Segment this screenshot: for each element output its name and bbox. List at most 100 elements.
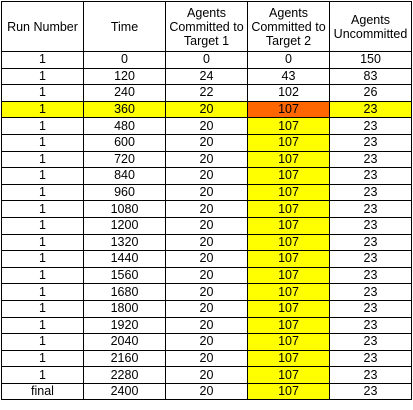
cell-run-number: 1 xyxy=(1,183,84,202)
cell-time: 1200 xyxy=(83,216,166,235)
table-row: 1 360 20 107 23 xyxy=(1,100,412,119)
cell-time: 2400 xyxy=(83,382,166,401)
table-row: 1 1920 20 107 23 xyxy=(1,316,412,335)
data-table: Run Number Time Agents Committed to Targ… xyxy=(1,1,412,401)
cell-agents-target-1: 20 xyxy=(165,250,248,268)
cell-agents-uncommitted: 23 xyxy=(329,167,412,185)
cell-time: 1440 xyxy=(83,250,166,268)
cell-run-number: 1 xyxy=(1,299,84,318)
table-row: 1 480 20 107 23 xyxy=(1,117,412,135)
cell-run-number: 1 xyxy=(1,167,84,185)
cell-agents-uncommitted: 23 xyxy=(329,266,412,285)
header-row: Run Number Time Agents Committed to Targ… xyxy=(1,1,412,52)
cell-run-number: 1 xyxy=(1,150,84,169)
cell-run-number: 1 xyxy=(1,316,84,335)
header-agents-target-1: Agents Committed to Target 1 xyxy=(165,1,248,52)
table-row: 1 0 0 0 150 xyxy=(1,51,412,69)
cell-agents-target-2: 107 xyxy=(247,382,330,401)
cell-agents-uncommitted: 26 xyxy=(329,84,412,102)
cell-run-number: 1 xyxy=(1,366,84,384)
cell-run-number: 1 xyxy=(1,200,84,218)
cell-agents-target-2: 0 xyxy=(247,51,330,69)
cell-agents-uncommitted: 150 xyxy=(329,51,412,69)
cell-agents-target-2: 107 xyxy=(247,233,330,252)
cell-agents-target-2: 107 xyxy=(247,266,330,285)
cell-agents-target-1: 20 xyxy=(165,200,248,218)
cell-agents-target-2: 107 xyxy=(247,117,330,135)
table-row: 1 840 20 107 23 xyxy=(1,167,412,185)
table-row: final 2400 20 107 23 xyxy=(1,382,412,401)
cell-run-number: 1 xyxy=(1,250,84,268)
cell-agents-target-1: 24 xyxy=(165,67,248,86)
cell-agents-target-2: 102 xyxy=(247,84,330,102)
cell-time: 1680 xyxy=(83,283,166,301)
cell-agents-target-1: 20 xyxy=(165,233,248,252)
header-run-number: Run Number xyxy=(1,1,84,52)
table-body: 1 0 0 0 150 1 120 24 43 83 1 240 22 102 26 1 360 20 107 23 1… xyxy=(1,51,412,401)
cell-agents-target-1: 20 xyxy=(165,283,248,301)
cell-agents-target-1: 20 xyxy=(165,333,248,351)
table-row: 1 1320 20 107 23 xyxy=(1,233,412,252)
cell-agents-target-1: 20 xyxy=(165,183,248,202)
table-row: 1 720 20 107 23 xyxy=(1,150,412,169)
cell-time: 2040 xyxy=(83,333,166,351)
cell-time: 1080 xyxy=(83,200,166,218)
header-time: Time xyxy=(83,1,166,52)
cell-agents-uncommitted: 23 xyxy=(329,283,412,301)
cell-agents-uncommitted: 23 xyxy=(329,100,412,119)
cell-agents-uncommitted: 23 xyxy=(329,366,412,384)
cell-agents-uncommitted: 23 xyxy=(329,316,412,335)
cell-agents-target-1: 20 xyxy=(165,133,248,152)
table-row: 1 960 20 107 23 xyxy=(1,183,412,202)
table-row: 1 240 22 102 26 xyxy=(1,84,412,102)
cell-agents-uncommitted: 23 xyxy=(329,349,412,368)
table-row: 1 1200 20 107 23 xyxy=(1,216,412,235)
cell-agents-target-1: 22 xyxy=(165,84,248,102)
cell-time: 840 xyxy=(83,167,166,185)
cell-agents-target-2: 107 xyxy=(247,200,330,218)
cell-run-number: 1 xyxy=(1,51,84,69)
table-row: 1 2280 20 107 23 xyxy=(1,366,412,384)
cell-agents-target-2: 107 xyxy=(247,283,330,301)
cell-time: 360 xyxy=(83,100,166,119)
cell-run-number: 1 xyxy=(1,100,84,119)
cell-agents-target-1: 20 xyxy=(165,266,248,285)
cell-agents-target-1: 20 xyxy=(165,216,248,235)
cell-agents-target-2: 107 xyxy=(247,167,330,185)
cell-agents-uncommitted: 23 xyxy=(329,250,412,268)
cell-run-number: 1 xyxy=(1,67,84,86)
cell-time: 2160 xyxy=(83,349,166,368)
cell-time: 600 xyxy=(83,133,166,152)
cell-agents-target-2: 107 xyxy=(247,216,330,235)
table-row: 1 600 20 107 23 xyxy=(1,133,412,152)
cell-agents-target-1: 20 xyxy=(165,316,248,335)
cell-run-number: 1 xyxy=(1,233,84,252)
cell-agents-target-1: 20 xyxy=(165,100,248,119)
cell-time: 720 xyxy=(83,150,166,169)
cell-agents-target-1: 20 xyxy=(165,382,248,401)
cell-agents-uncommitted: 83 xyxy=(329,67,412,86)
cell-agents-uncommitted: 23 xyxy=(329,233,412,252)
cell-run-number: 1 xyxy=(1,133,84,152)
cell-agents-uncommitted: 23 xyxy=(329,299,412,318)
cell-time: 1800 xyxy=(83,299,166,318)
cell-time: 120 xyxy=(83,67,166,86)
cell-agents-uncommitted: 23 xyxy=(329,117,412,135)
header-agents-uncommitted: Agents Uncommitted xyxy=(329,1,412,52)
table-row: 1 2160 20 107 23 xyxy=(1,349,412,368)
cell-agents-target-2: 107 xyxy=(247,349,330,368)
cell-agents-target-2: 107 xyxy=(247,299,330,318)
cell-time: 1560 xyxy=(83,266,166,285)
cell-agents-uncommitted: 23 xyxy=(329,216,412,235)
cell-time: 0 xyxy=(83,51,166,69)
cell-run-number: 1 xyxy=(1,283,84,301)
cell-time: 240 xyxy=(83,84,166,102)
cell-agents-uncommitted: 23 xyxy=(329,200,412,218)
cell-agents-uncommitted: 23 xyxy=(329,333,412,351)
cell-time: 480 xyxy=(83,117,166,135)
cell-agents-target-1: 20 xyxy=(165,299,248,318)
cell-time: 1320 xyxy=(83,233,166,252)
cell-agents-target-2: 43 xyxy=(247,67,330,86)
cell-run-number: 1 xyxy=(1,349,84,368)
cell-agents-target-1: 20 xyxy=(165,349,248,368)
